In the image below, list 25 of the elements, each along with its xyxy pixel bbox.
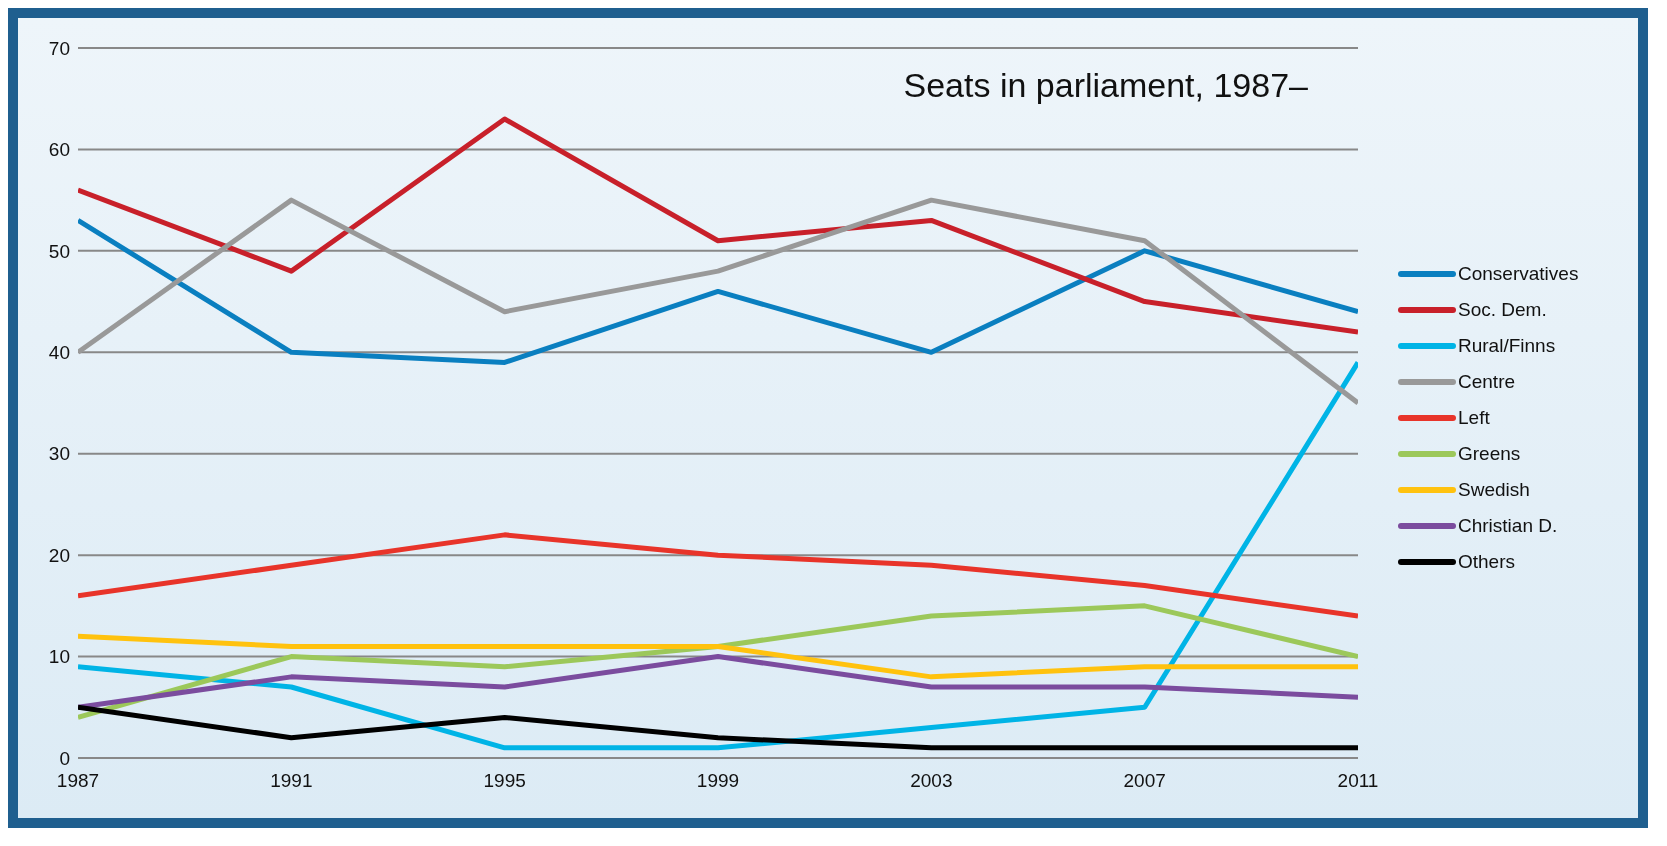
y-tick-label: 20 <box>48 544 70 566</box>
x-tick-label: 1999 <box>696 770 740 792</box>
legend-label: Rural/Finns <box>1458 335 1556 357</box>
y-tick-label: 70 <box>48 37 70 59</box>
y-tick-label: 0 <box>59 747 70 769</box>
legend-label: Others <box>1458 551 1516 573</box>
y-tick-label: 30 <box>48 443 70 465</box>
legend-label: Conservatives <box>1458 263 1579 285</box>
x-tick-label: 1987 <box>56 770 100 792</box>
text: Seats in parliament, 1987– <box>903 66 1308 105</box>
legend-label: Christian D. <box>1458 515 1558 537</box>
y-tick-label: 50 <box>48 240 70 262</box>
x-tick-label: 2003 <box>910 770 953 792</box>
legend-label: Left <box>1458 407 1490 429</box>
y-tick-label: 60 <box>48 139 70 161</box>
y-tick-label: 40 <box>48 342 70 364</box>
legend-label: Swedish <box>1458 479 1530 501</box>
x-tick-label: 1991 <box>270 770 313 792</box>
legend-label: Soc. Dem. <box>1458 299 1547 321</box>
x-tick-label: 2011 <box>1337 770 1379 792</box>
y-tick-label: 10 <box>48 646 70 668</box>
legend-label: Centre <box>1458 371 1516 393</box>
legend-label: Greens <box>1458 443 1521 465</box>
x-tick-label: 1995 <box>483 770 526 792</box>
x-tick-label: 2007 <box>1123 770 1166 792</box>
